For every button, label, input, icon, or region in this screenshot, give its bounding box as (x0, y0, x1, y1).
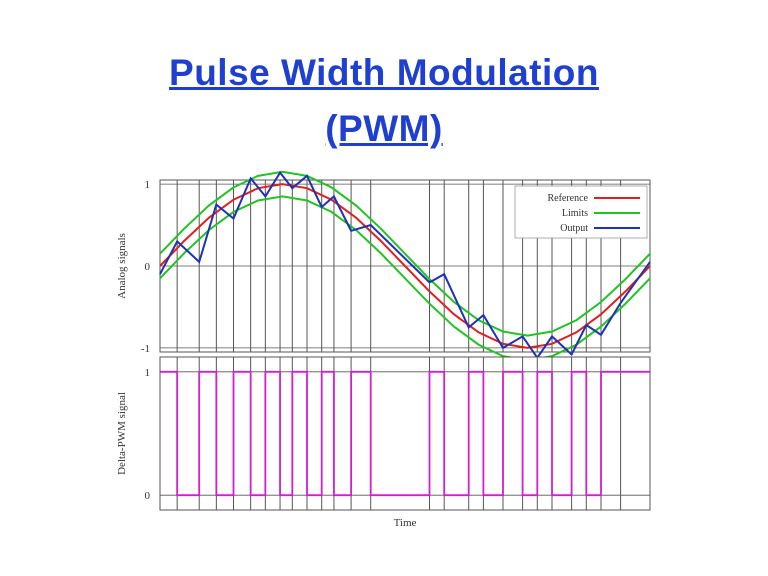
top-tick-label: -1 (141, 343, 150, 355)
legend-label: Limits (562, 208, 588, 219)
top-tick-label: 1 (145, 179, 151, 191)
top-tick-label: 0 (145, 261, 151, 273)
reference-line (159, 183, 651, 349)
limits-upper-line (159, 170, 651, 337)
chart-legend: Reference Limits Output (514, 185, 648, 239)
output-line (159, 170, 651, 360)
pwm-signal-line (160, 370, 650, 497)
bottom-tick-label: 1 (145, 367, 151, 379)
delta-pwm-panel: 10 (145, 356, 651, 511)
limits-lower-line (159, 195, 651, 362)
legend-label: Reference (547, 193, 588, 204)
analog-signals-ylabel: Analog signals (116, 233, 128, 299)
legend-label: Output (560, 223, 588, 234)
time-xlabel: Time (394, 517, 417, 529)
bottom-frame (159, 356, 651, 511)
analog-signals-panel: 1 0 -1 (141, 170, 651, 362)
page-title-line1: Pulse Width Modulation (169, 52, 599, 93)
page-title-line2: (PWM) (325, 108, 443, 149)
bottom-tick-label: 0 (145, 490, 151, 502)
delta-pwm-ylabel: Delta-PWM signal (116, 392, 128, 475)
